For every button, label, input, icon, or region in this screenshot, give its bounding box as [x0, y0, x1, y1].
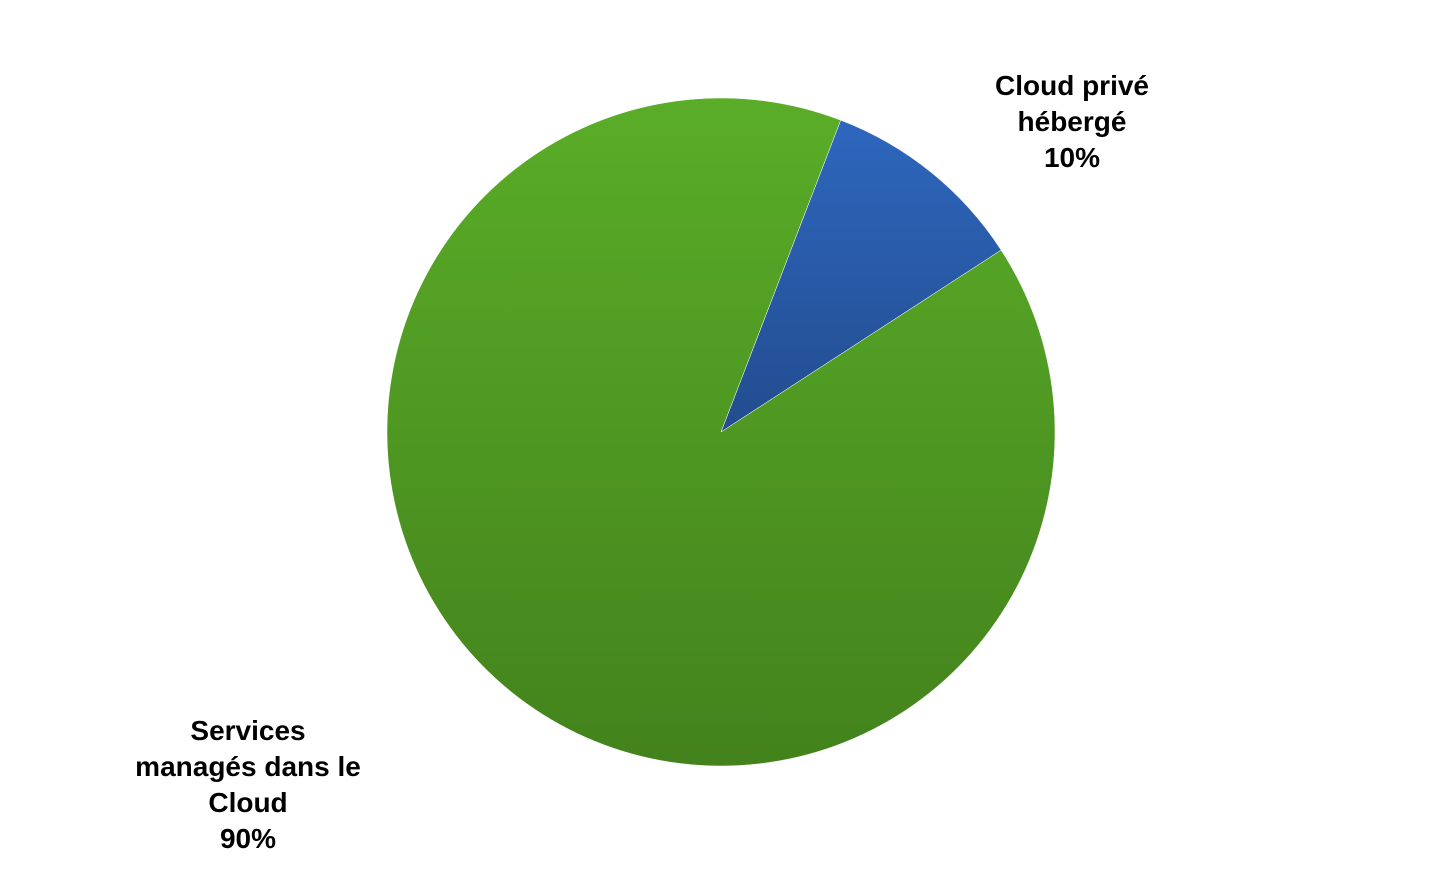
- pie-slice-services-manages: [386, 97, 1056, 767]
- pie-slices: [386, 97, 1056, 767]
- slice-label-line: Cloud: [208, 787, 288, 818]
- slice-label-cloud-prive: Cloud privé hébergé 10%: [966, 68, 1178, 176]
- slice-label-line: Services: [190, 715, 306, 746]
- slice-label-line: hébergé: [1017, 106, 1127, 137]
- slice-label-line: Cloud privé: [994, 70, 1149, 101]
- slice-label-services-manages: Services managés dans le Cloud 90%: [98, 713, 398, 857]
- slice-value-label: 90%: [219, 823, 277, 854]
- slice-label-line: managés dans le: [135, 751, 361, 782]
- slice-value-label: 10%: [1043, 142, 1101, 173]
- pie-slice-cloud-prive: [720, 119, 1002, 433]
